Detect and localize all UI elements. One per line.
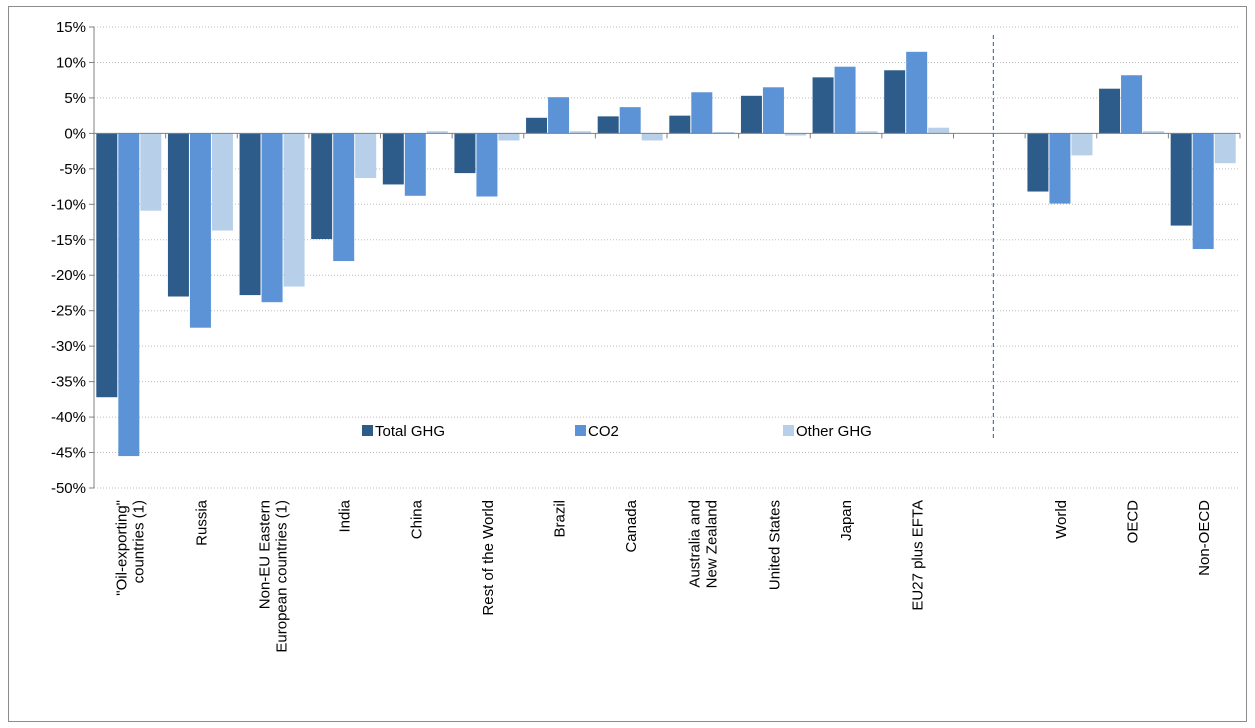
x-axis-label: World xyxy=(1053,500,1070,539)
bar xyxy=(669,115,691,134)
y-tick-label: -45% xyxy=(51,445,86,462)
bar xyxy=(526,117,548,134)
x-axis-label: New Zealand xyxy=(703,500,720,588)
bar xyxy=(812,77,834,134)
bar xyxy=(189,133,211,328)
y-tick-label: 5% xyxy=(64,90,86,107)
bar xyxy=(928,127,950,134)
y-tick-label: -40% xyxy=(51,409,86,426)
bar xyxy=(333,133,355,262)
bar xyxy=(1143,131,1165,134)
bar xyxy=(1099,88,1121,134)
chart-frame xyxy=(8,6,1247,722)
y-tick-label: 10% xyxy=(56,54,86,71)
bar xyxy=(283,133,305,287)
bar xyxy=(454,133,476,174)
bar xyxy=(498,133,520,141)
y-tick-label: -35% xyxy=(51,374,86,391)
bar xyxy=(619,107,641,134)
bar xyxy=(884,70,906,134)
x-axis-labels: "Oil-exporting" countries (1) Russia Non-EU… xyxy=(113,499,1213,652)
bar xyxy=(713,131,735,134)
y-axis-ticks: 15% 10% 5% 0% -5% -10% -15% -20% -25% -30% -35% -40… xyxy=(51,19,94,497)
bar xyxy=(641,133,663,141)
x-axis-label: European countries (1) xyxy=(274,500,291,653)
bar xyxy=(834,66,856,134)
bar xyxy=(96,133,118,398)
bar xyxy=(1027,133,1049,192)
bar xyxy=(856,131,878,134)
x-axis-label: OECD xyxy=(1125,500,1142,544)
bar xyxy=(906,51,928,134)
bar xyxy=(784,133,806,136)
legend-label: Total GHG xyxy=(375,423,445,440)
y-tick-label: -25% xyxy=(51,303,86,320)
x-axis-label: Russia xyxy=(193,499,210,546)
y-tick-label: -30% xyxy=(51,338,86,355)
x-axis-label: Brazil xyxy=(552,500,569,538)
bar xyxy=(1049,133,1071,204)
bar xyxy=(1071,133,1093,156)
x-axis-label: Australia and xyxy=(686,500,703,588)
x-axis-label: United States xyxy=(766,500,783,590)
legend: Total GHG CO2 Other GHG xyxy=(362,423,872,440)
legend-swatch xyxy=(575,425,586,436)
legend-label: CO2 xyxy=(588,423,619,440)
x-axis-label: Rest of the World xyxy=(480,500,497,616)
x-axis-label: India xyxy=(337,499,354,532)
legend-label: Other GHG xyxy=(796,423,872,440)
y-tick-label: -50% xyxy=(51,480,86,497)
bar xyxy=(211,133,233,231)
y-tick-label: -20% xyxy=(51,267,86,284)
y-tick-label: -10% xyxy=(51,196,86,213)
y-tick-label: -5% xyxy=(59,161,86,178)
bar xyxy=(261,133,283,303)
x-axis-label: Japan xyxy=(838,500,855,541)
x-axis-label: EU27 plus EFTA xyxy=(910,500,927,611)
bar xyxy=(740,95,762,134)
bar xyxy=(762,87,784,134)
x-axis-label: China xyxy=(408,499,425,539)
bar xyxy=(548,97,570,134)
bar xyxy=(404,133,426,196)
bar xyxy=(311,133,333,240)
bar xyxy=(140,133,162,211)
axes xyxy=(93,27,1241,488)
gridlines xyxy=(94,26,1240,489)
bar xyxy=(570,131,592,134)
x-axis-label: "Oil-exporting" xyxy=(113,500,130,596)
bar xyxy=(382,133,404,185)
bar xyxy=(597,116,619,134)
bar xyxy=(355,133,377,179)
x-axis-label: Non-OECD xyxy=(1196,500,1213,576)
bar xyxy=(1170,133,1192,226)
x-axis-label: Non-EU Eastern xyxy=(257,500,274,609)
bar xyxy=(691,92,713,134)
bar xyxy=(118,133,140,457)
y-tick-label: -15% xyxy=(51,232,86,249)
bar xyxy=(239,133,261,296)
bar xyxy=(1121,75,1143,134)
x-axis-label: countries (1) xyxy=(130,500,147,583)
bar xyxy=(426,131,448,134)
bar xyxy=(476,133,498,197)
bar xyxy=(1214,133,1236,164)
x-axis-label: Canada xyxy=(623,499,640,552)
legend-swatch xyxy=(362,425,373,436)
bars xyxy=(96,51,1236,457)
bar xyxy=(1192,133,1214,249)
legend-swatch xyxy=(783,425,794,436)
bar xyxy=(167,133,189,297)
y-tick-label: 15% xyxy=(56,19,86,36)
y-tick-label: 0% xyxy=(64,125,86,142)
